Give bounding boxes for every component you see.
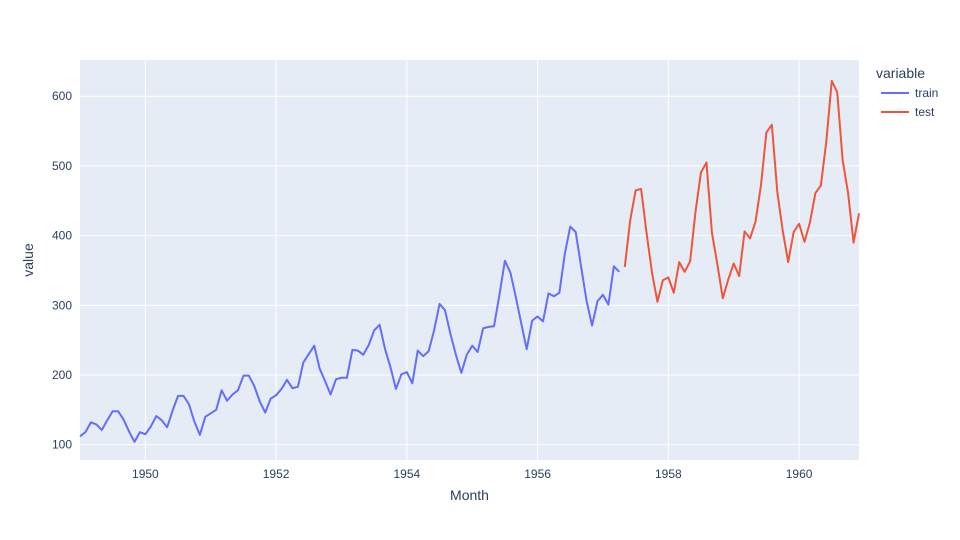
y-tick-label: 500 — [52, 159, 72, 173]
x-tick-label: 1958 — [655, 467, 682, 481]
x-tick-label: 1960 — [786, 467, 813, 481]
series-lines — [79, 79, 860, 443]
series-line-train — [79, 225, 621, 443]
x-tick-label: 1954 — [394, 467, 421, 481]
x-axis-title: Month — [450, 487, 489, 503]
y-axis-ticks: 100 200 300 400 500 600 — [52, 89, 72, 451]
series-line-test — [623, 79, 860, 303]
y-axis-title: value — [20, 243, 36, 277]
y-tick-label: 400 — [52, 229, 72, 243]
legend-label-train: train — [915, 86, 938, 100]
y-tick-label: 200 — [52, 368, 72, 382]
legend-title: variable — [876, 65, 925, 81]
legend-item-train[interactable]: train — [881, 86, 938, 100]
plot-background — [80, 60, 859, 460]
legend-label-test: test — [915, 105, 935, 119]
x-axis-ticks: 1950 1952 1954 1956 1958 1960 — [132, 467, 813, 481]
legend-item-test[interactable]: test — [881, 105, 935, 119]
x-tick-label: 1956 — [524, 467, 551, 481]
y-tick-label: 300 — [52, 298, 72, 312]
x-tick-label: 1952 — [263, 467, 290, 481]
legend: variable train test — [876, 65, 938, 119]
x-tick-label: 1950 — [132, 467, 159, 481]
y-tick-label: 100 — [52, 438, 72, 452]
y-tick-label: 600 — [52, 89, 72, 103]
grid-lines — [80, 60, 859, 460]
